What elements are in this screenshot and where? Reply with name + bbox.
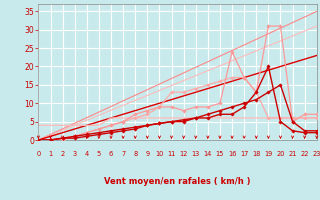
X-axis label: Vent moyen/en rafales ( km/h ): Vent moyen/en rafales ( km/h ) bbox=[104, 177, 251, 186]
